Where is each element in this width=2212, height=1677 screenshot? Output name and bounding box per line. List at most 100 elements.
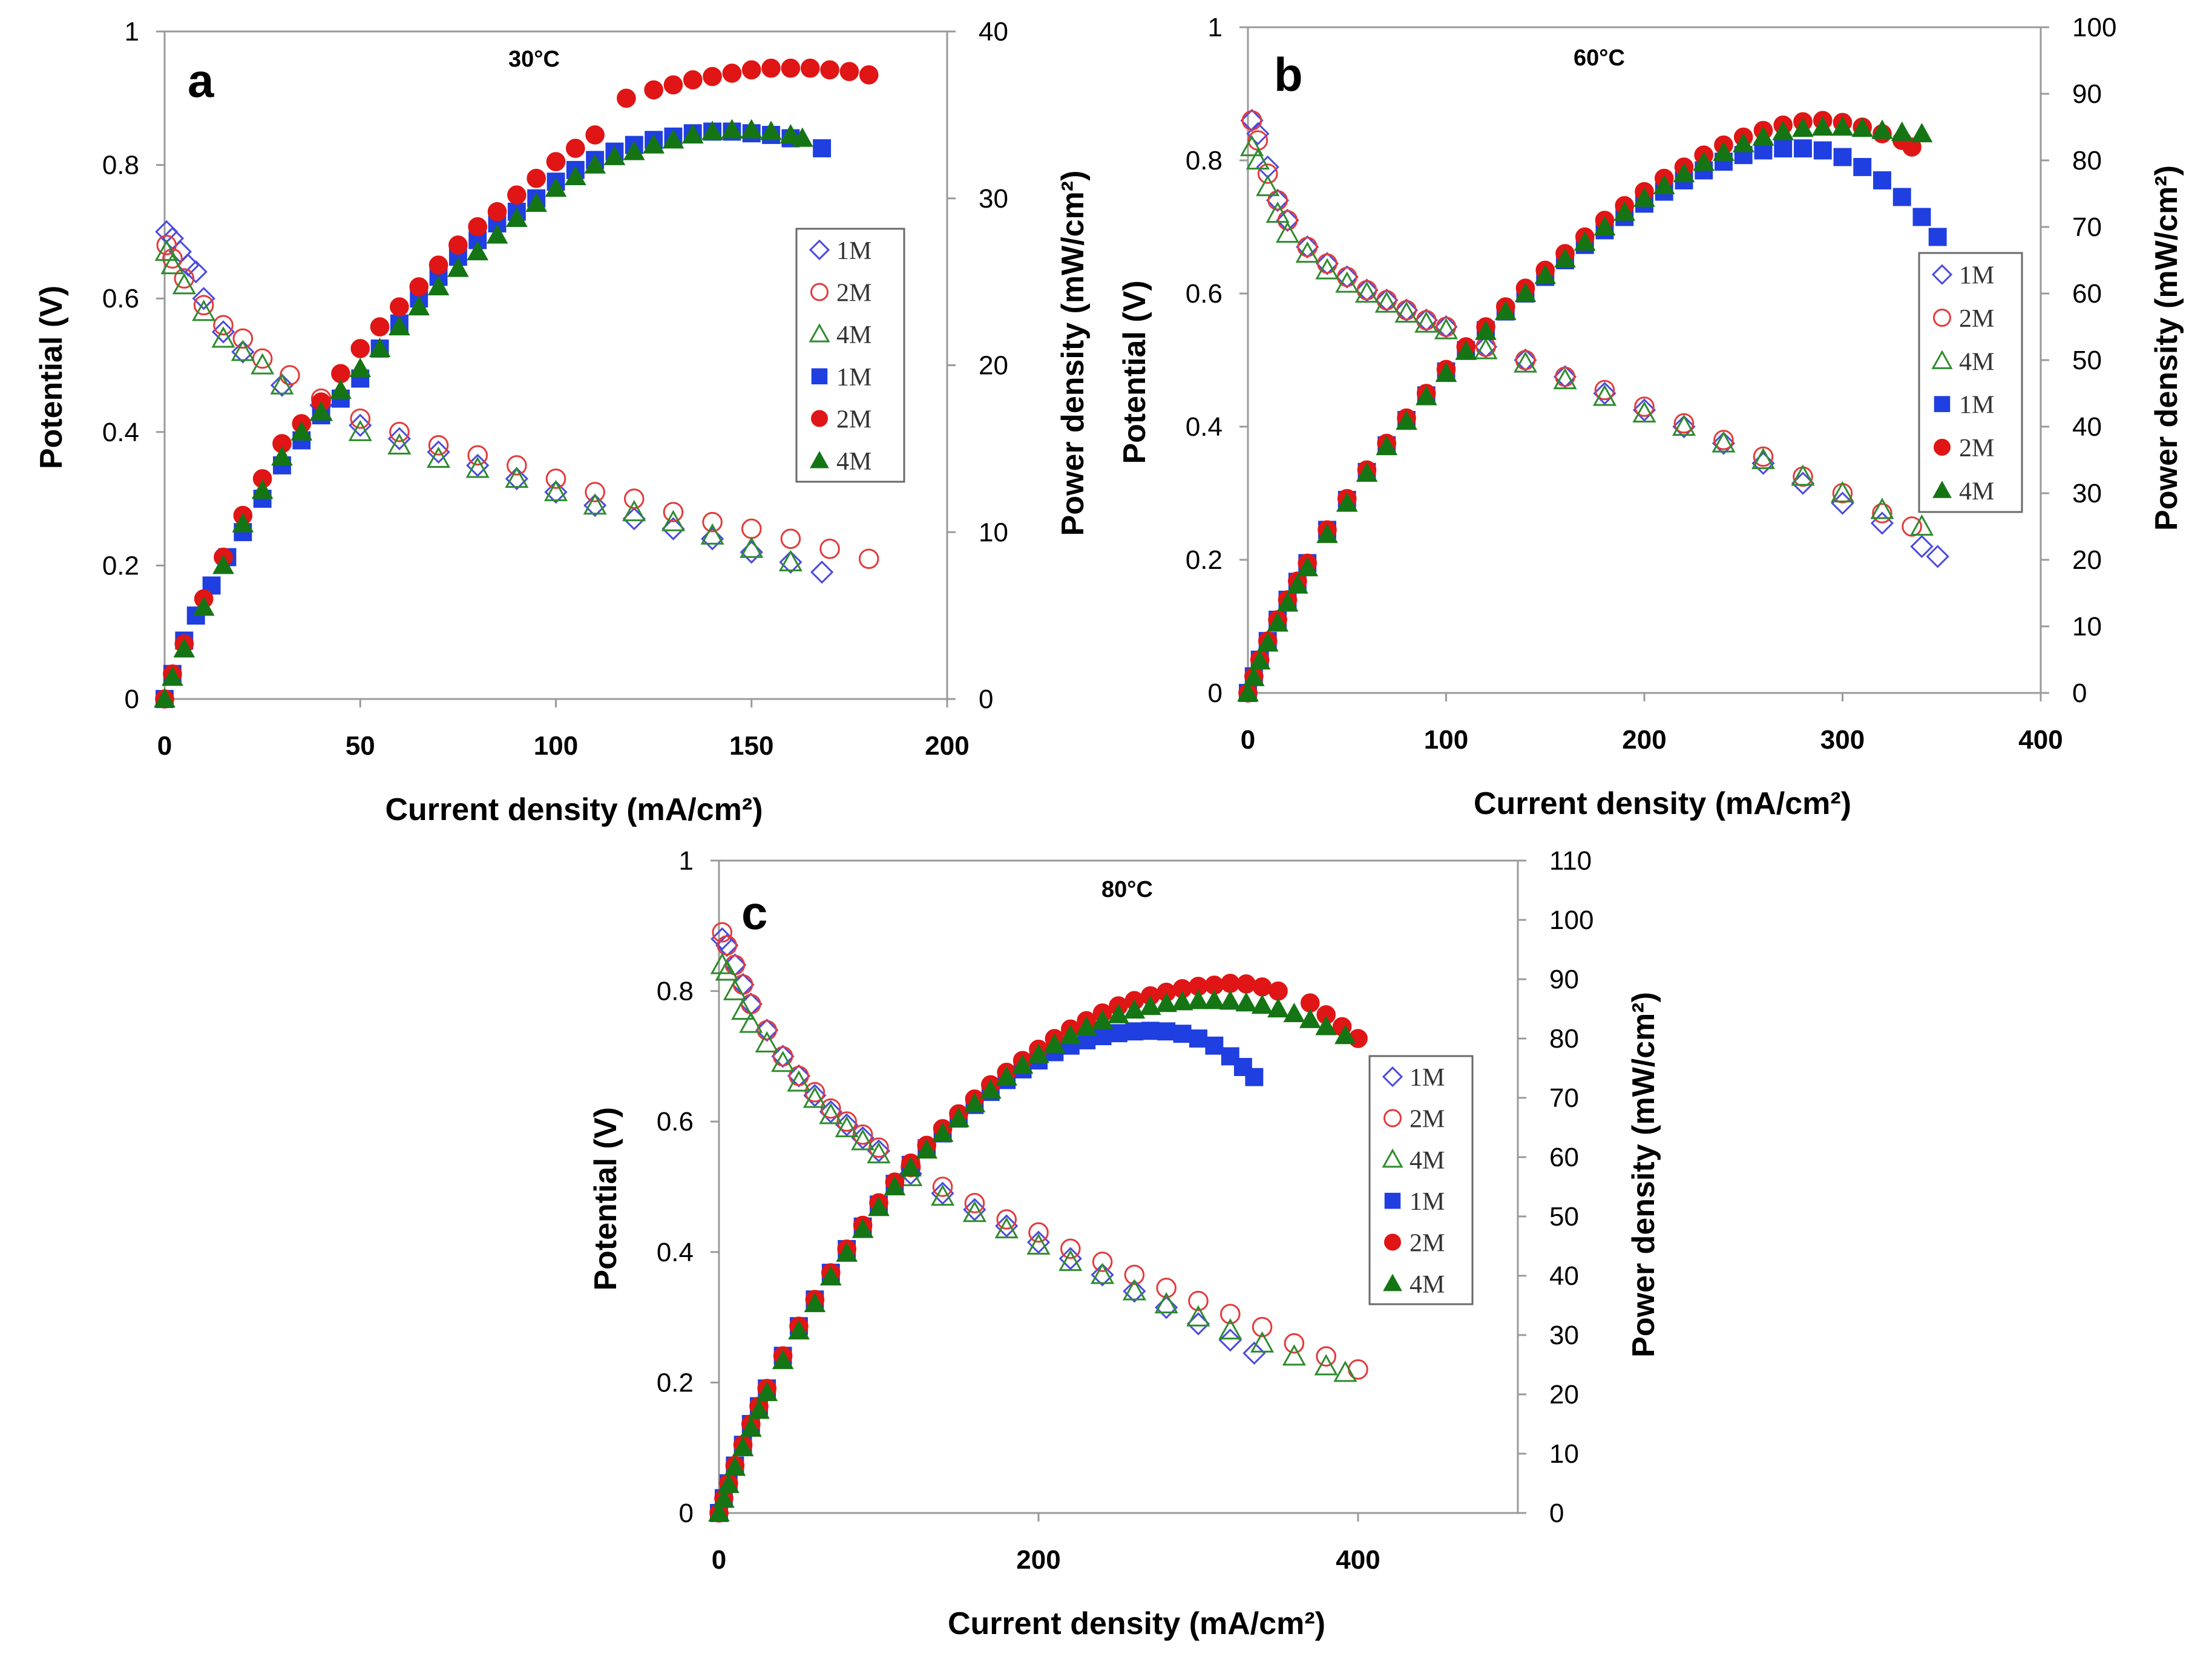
data-point [683, 70, 703, 90]
data-point [1355, 278, 1379, 302]
data-point [979, 1079, 1002, 1099]
data-point [1926, 545, 1949, 568]
data-point [156, 235, 177, 255]
data-point [1574, 231, 1596, 251]
data-point [1315, 1016, 1337, 1035]
data-point [931, 1181, 954, 1205]
data-point [717, 1473, 740, 1494]
data-point [789, 1065, 809, 1086]
data-point [1751, 447, 1776, 470]
y2-axis-title: Power density (mW/cm²) [1626, 992, 1661, 1357]
data-point [603, 145, 626, 165]
data-point [1673, 162, 1695, 183]
data-point [1396, 410, 1417, 430]
data-point [349, 357, 372, 378]
data-point [724, 1456, 746, 1476]
data-point [486, 224, 508, 244]
data-point [174, 268, 195, 289]
data-point [545, 468, 566, 489]
data-point [585, 482, 605, 502]
data-point [507, 455, 527, 476]
data-point [1283, 1002, 1305, 1022]
data-point [1873, 171, 1891, 189]
data-point [1240, 134, 1264, 157]
data-point [1394, 298, 1419, 322]
data-point [1356, 280, 1377, 301]
data-point [387, 427, 412, 450]
data-point [1155, 993, 1178, 1012]
data-point [1374, 291, 1399, 313]
y2-tick-label: 70 [1549, 1083, 1579, 1113]
data-point [162, 248, 183, 269]
data-point [1791, 464, 1815, 486]
x-tick-label: 200 [925, 731, 969, 761]
legend-label: 4M [1410, 1271, 1445, 1299]
legend-marker [811, 410, 828, 427]
data-point [1316, 1346, 1336, 1367]
data-point [1593, 215, 1616, 236]
data-point [868, 1137, 889, 1158]
data-point [1356, 462, 1378, 482]
data-point [1713, 430, 1734, 450]
y2-tick-label: 20 [979, 351, 1008, 381]
data-point [154, 239, 179, 261]
data-point [1593, 381, 1616, 405]
x-tick-label: 150 [729, 731, 773, 761]
data-point [507, 185, 527, 205]
data-point [1494, 300, 1517, 320]
series-4M-right [1237, 116, 1933, 702]
data-point [1513, 351, 1538, 373]
y-tick-label: 0.6 [1186, 279, 1223, 309]
data-point [173, 638, 195, 658]
x-axis-title: Current density (mA/cm²) [385, 792, 763, 827]
data-point [1653, 174, 1675, 194]
data-point [819, 1100, 842, 1124]
temperature-label: 60°C [1574, 45, 1625, 71]
data-point [1219, 990, 1241, 1010]
data-point [859, 65, 879, 85]
data-point [721, 119, 743, 139]
data-point [772, 1350, 794, 1370]
data-point [1075, 1016, 1098, 1036]
data-point [761, 58, 781, 78]
data-point [154, 688, 176, 708]
legend-marker [1934, 396, 1951, 412]
data-point [756, 1382, 778, 1402]
data-point [643, 134, 665, 154]
data-point [350, 408, 371, 429]
data-point [1751, 451, 1775, 475]
data-point [1205, 1036, 1224, 1055]
data-point [506, 207, 528, 227]
y2-tick-label: 0 [1549, 1498, 1564, 1528]
data-point [1831, 116, 1854, 136]
y2-tick-label: 10 [1549, 1439, 1579, 1469]
data-point [802, 1086, 827, 1108]
legend-marker [809, 239, 830, 260]
y2-tick-label: 50 [2072, 346, 2102, 375]
data-point [1534, 264, 1557, 284]
data-point [1186, 1305, 1210, 1327]
data-point [713, 1488, 735, 1508]
data-point [1249, 650, 1271, 670]
data-point [1256, 632, 1279, 652]
data-point [1892, 188, 1911, 206]
data-point [1242, 666, 1265, 686]
data-point [1555, 366, 1575, 387]
data-point [1434, 315, 1458, 339]
series-4M-right [708, 989, 1356, 1522]
data-point [1026, 1233, 1051, 1255]
panel-letter: b [1274, 48, 1303, 101]
y2-tick-label: 20 [1549, 1380, 1579, 1410]
data-point [1435, 362, 1457, 382]
plot-area-frame [718, 859, 1519, 1514]
data-point [160, 252, 185, 275]
legend-label: 4M [1410, 1147, 1445, 1175]
data-point [1218, 1318, 1242, 1340]
legend-label: 1M [1959, 262, 1994, 290]
data-point [544, 480, 568, 504]
data-point [1123, 999, 1146, 1019]
data-point [1295, 241, 1319, 263]
data-point [468, 217, 488, 237]
data-point [661, 510, 685, 531]
series-1M-left [155, 220, 834, 584]
